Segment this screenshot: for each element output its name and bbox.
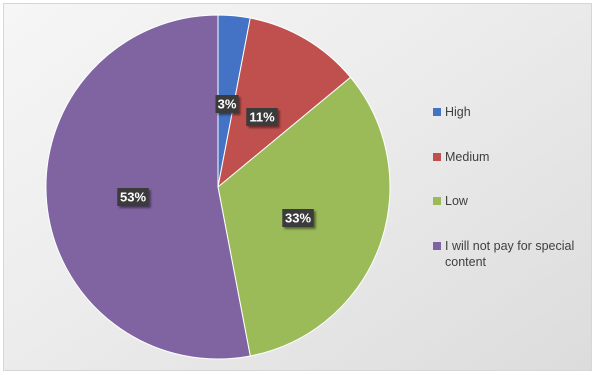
data-label-text-high: 3%: [218, 97, 237, 112]
legend-label-will-not-pay: I will not pay for special content: [445, 239, 575, 269]
pie-slice-will-not-pay: [45, 14, 251, 360]
data-label-low: 33%: [282, 209, 314, 227]
legend-label-low: Low: [445, 194, 468, 208]
legend-swatch-high: [433, 108, 441, 116]
data-label-box-medium: [246, 108, 278, 126]
legend-swatch-medium: [433, 153, 441, 161]
data-label-box-high: [215, 95, 239, 113]
data-label-text-will-not-pay: 53%: [120, 190, 146, 205]
pie-slice-medium: [217, 17, 352, 189]
legend-swatch-will-not-pay: [433, 242, 441, 250]
data-label-medium: 11%: [246, 108, 278, 126]
data-label-will-not-pay: 53%: [117, 188, 149, 206]
legend-label-high: High: [445, 105, 471, 119]
legend-item-low: Low: [433, 193, 595, 209]
legend-item-will-not-pay: I will not pay for special content: [433, 238, 595, 270]
legend-item-high: High: [433, 104, 595, 120]
data-label-box-low: [282, 209, 314, 227]
data-label-text-low: 33%: [285, 211, 311, 226]
data-label-text-medium: 11%: [249, 110, 275, 125]
legend-item-medium: Medium: [433, 149, 595, 165]
legend-label-medium: Medium: [445, 150, 490, 164]
data-label-high: 3%: [215, 95, 239, 113]
legend-swatch-low: [433, 197, 441, 205]
data-label-box-will-not-pay: [117, 188, 149, 206]
